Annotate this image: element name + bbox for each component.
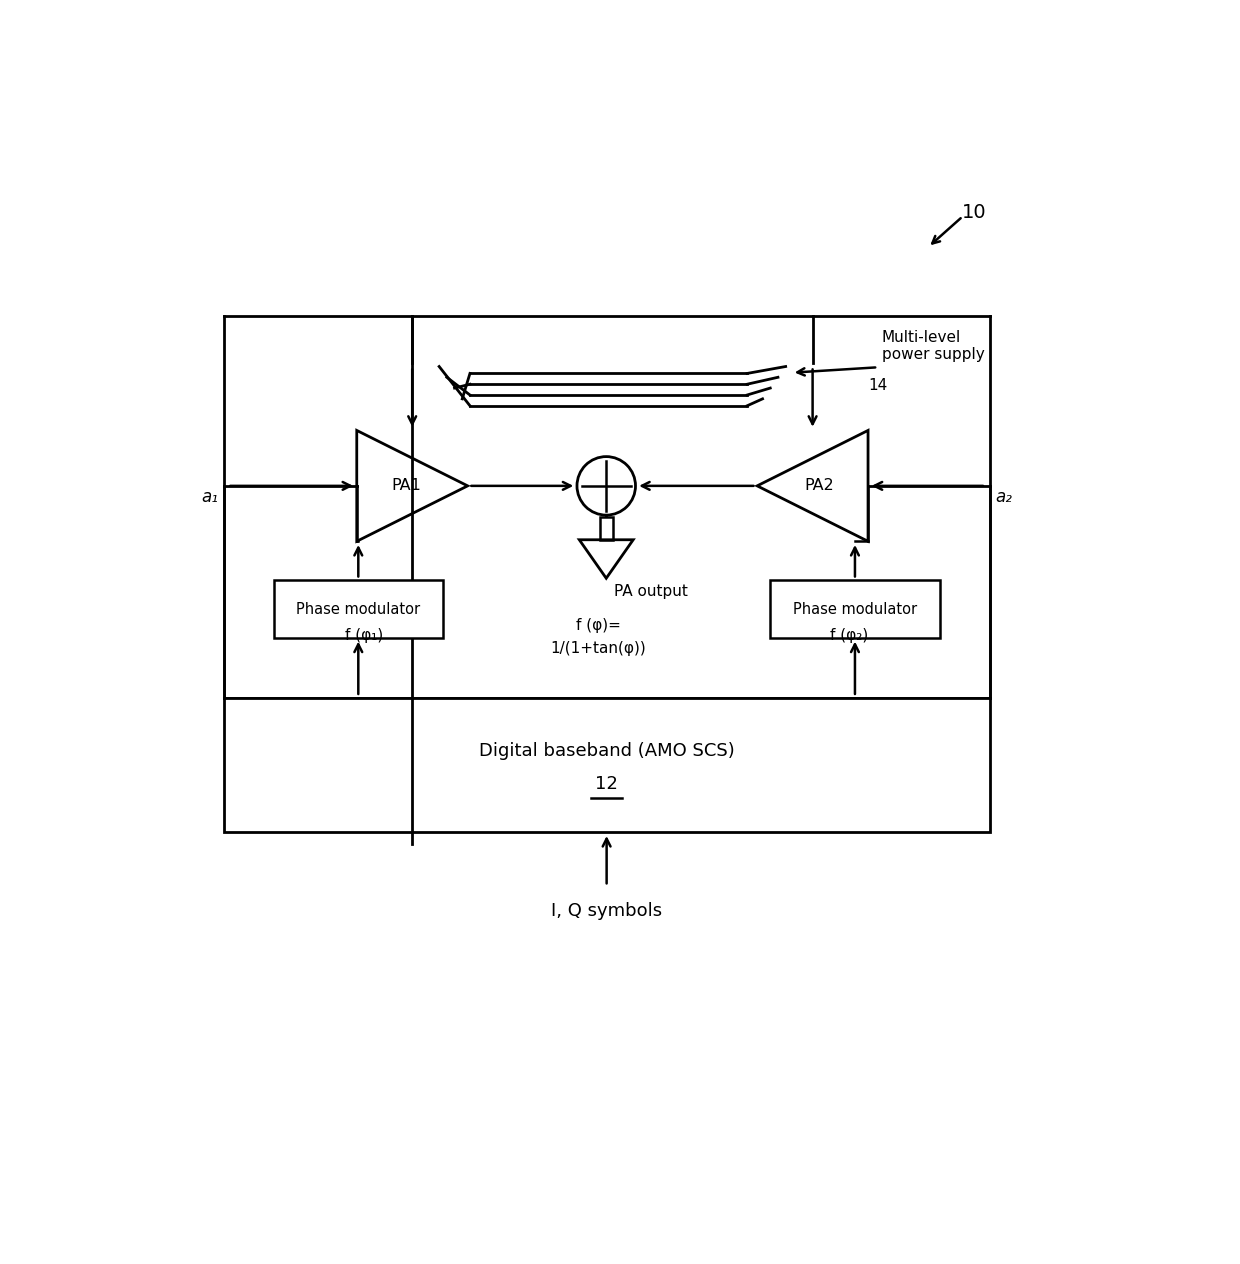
Bar: [223, 698, 990, 833]
Text: 1/(1+tan(φ)): 1/(1+tan(φ)): [551, 641, 646, 656]
Text: Digital baseband (AMO SCS): Digital baseband (AMO SCS): [479, 742, 734, 760]
Text: Phase modulator: Phase modulator: [792, 602, 918, 617]
Text: PA output: PA output: [614, 584, 688, 599]
Text: PA2: PA2: [804, 478, 833, 493]
Text: a₂: a₂: [996, 488, 1012, 507]
Text: 14: 14: [868, 378, 888, 393]
Text: PA1: PA1: [391, 478, 420, 493]
Text: I, Q symbols: I, Q symbols: [551, 901, 662, 920]
Text: f (φ)=: f (φ)=: [577, 618, 621, 633]
Text: f (φ₂): f (φ₂): [830, 627, 868, 642]
Bar: [274, 580, 443, 638]
Text: a₁: a₁: [201, 488, 218, 507]
Bar: [600, 517, 613, 540]
Text: 12: 12: [595, 775, 618, 794]
Text: Phase modulator: Phase modulator: [296, 602, 420, 617]
Text: 10: 10: [962, 204, 987, 222]
Text: f (φ₁): f (φ₁): [345, 627, 383, 642]
Bar: [770, 580, 940, 638]
Text: Multi-level
power supply: Multi-level power supply: [882, 330, 985, 362]
